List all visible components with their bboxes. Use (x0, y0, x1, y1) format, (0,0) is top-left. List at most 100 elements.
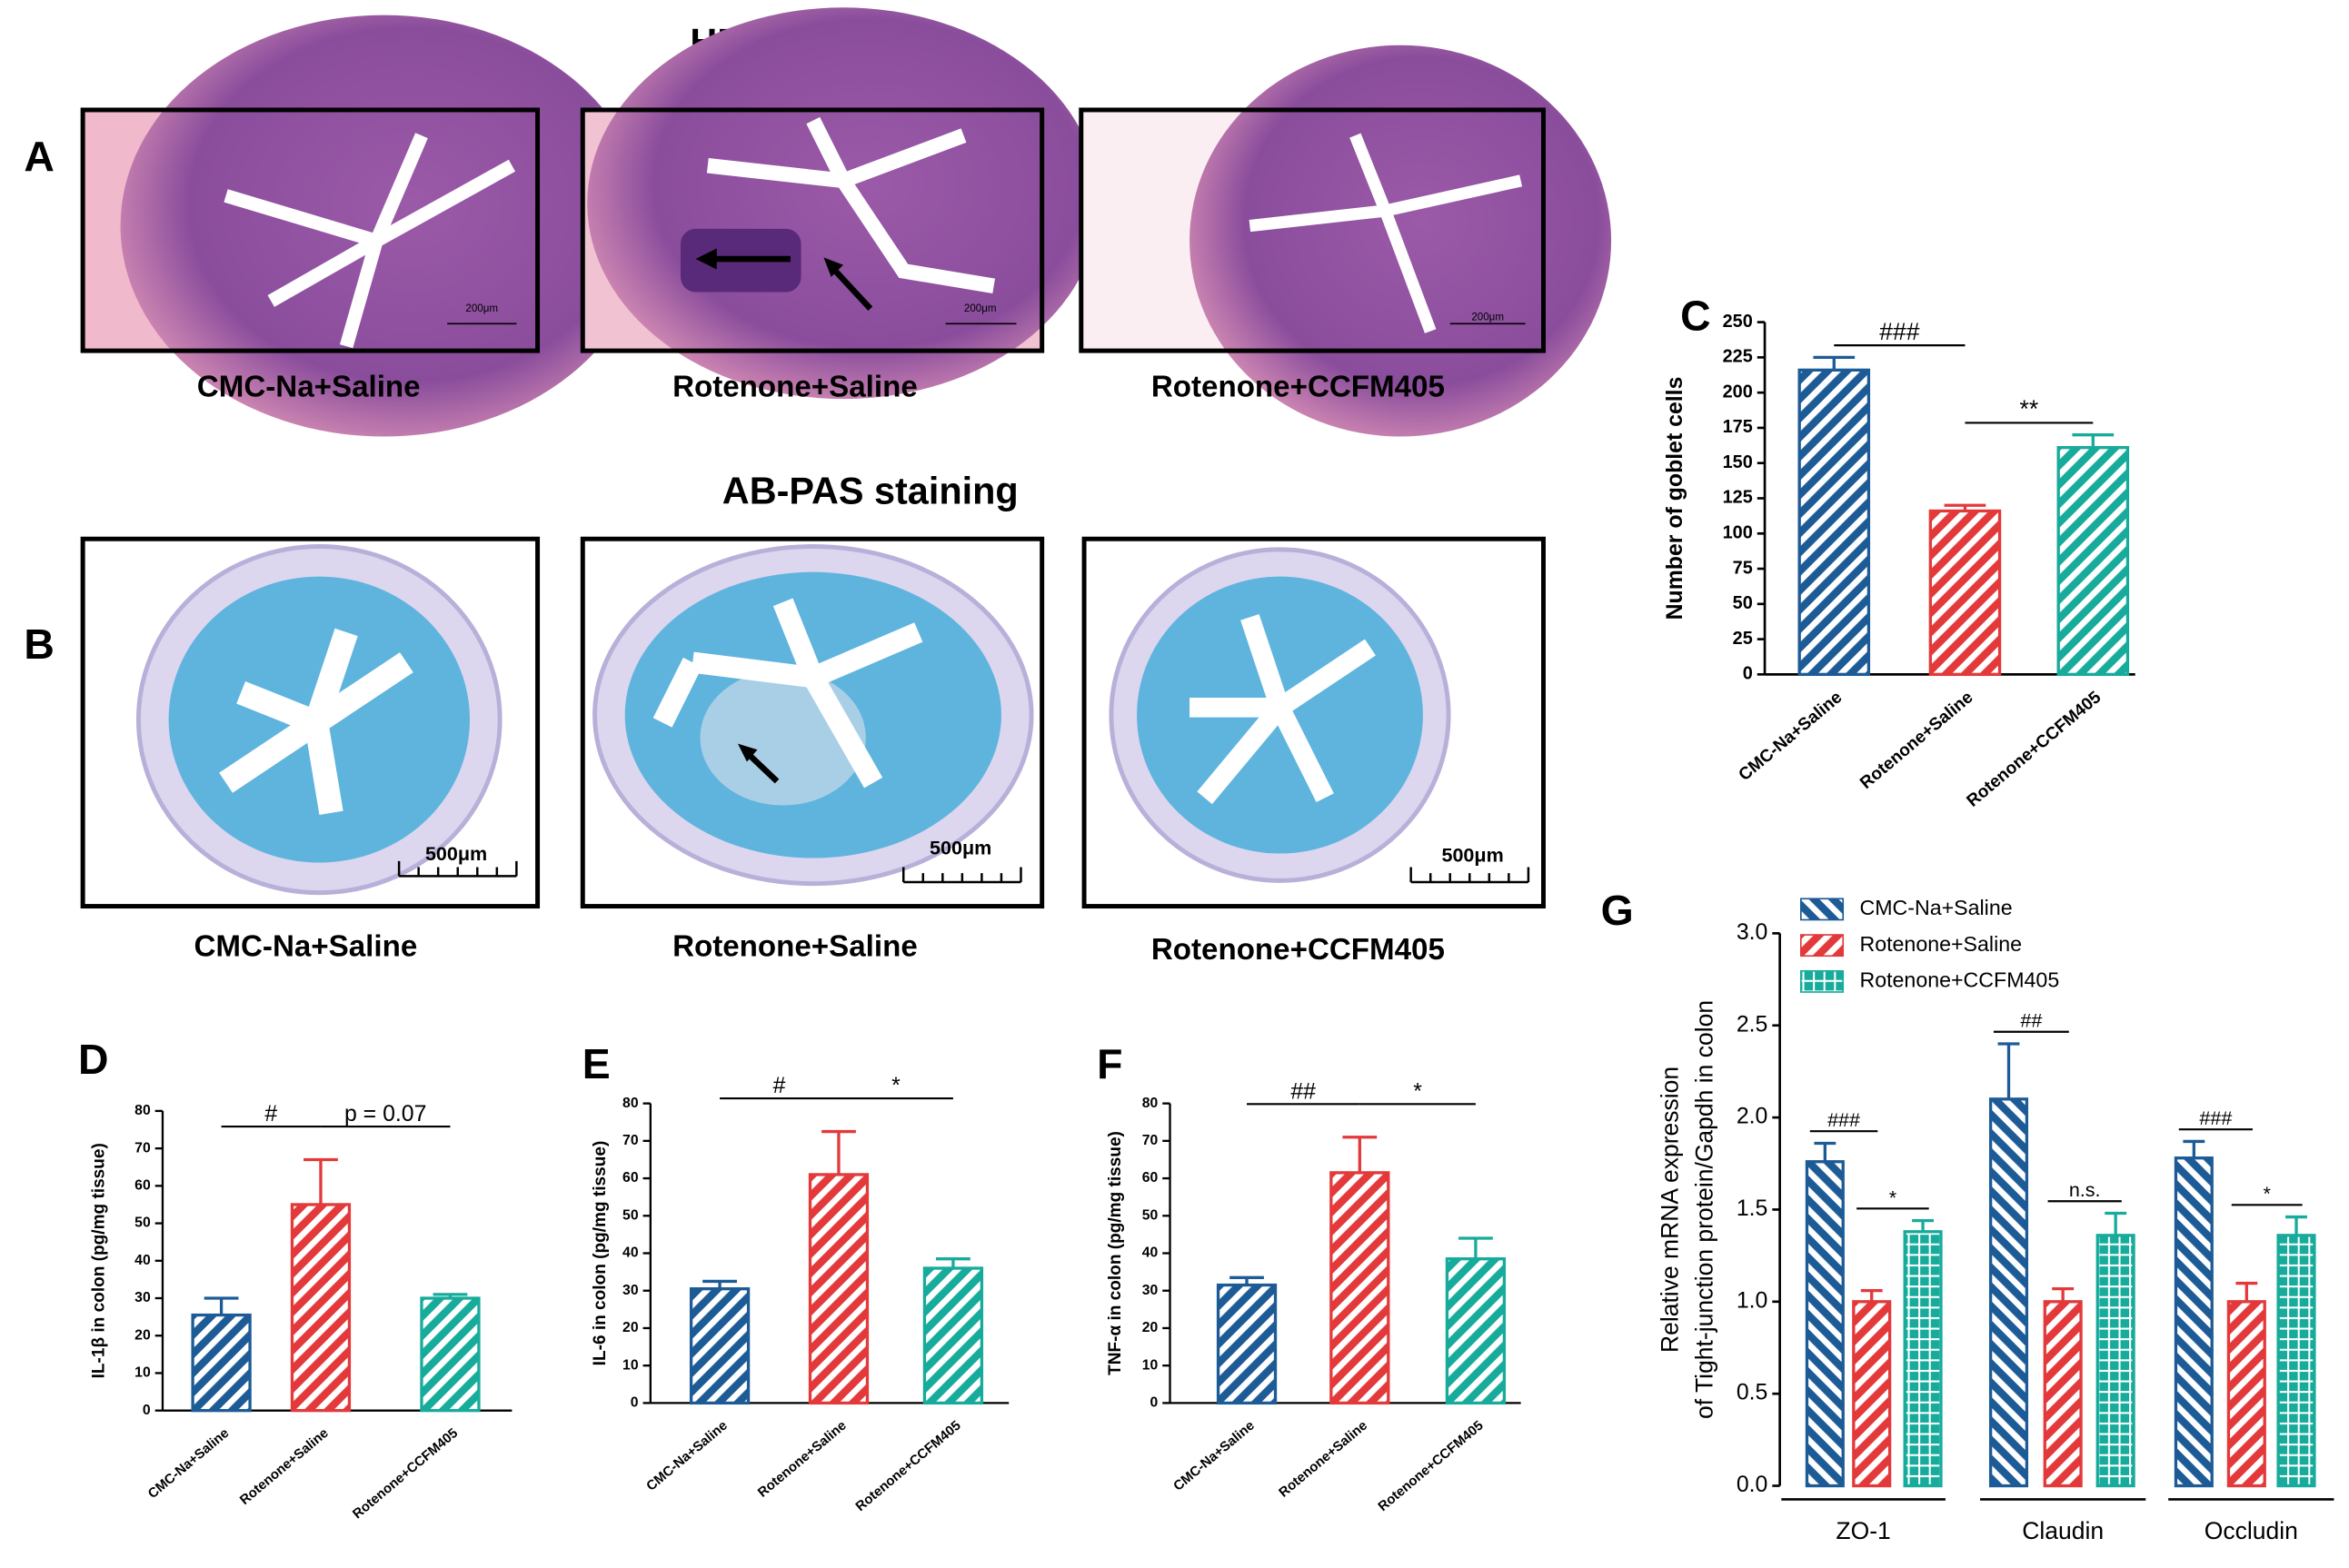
panel-label: C (1680, 293, 1711, 340)
significance-label: n.s. (2069, 1179, 2101, 1201)
y-tick-label: 100 (1723, 523, 1753, 543)
y-tick-label: 20 (622, 1320, 639, 1335)
significance-label: * (891, 1074, 901, 1098)
scale-label: 200μm (1471, 313, 1504, 323)
x-tick-label: Rotenone+Saline (1277, 1418, 1370, 1500)
he-image (580, 7, 1100, 400)
abpas-image (80, 536, 541, 909)
bar (808, 1173, 870, 1405)
y-tick-label: 75 (1733, 558, 1753, 578)
bar (922, 1266, 984, 1405)
x-tick-label: CMC-Na+Saline (145, 1426, 232, 1502)
y-tick-label: 50 (1142, 1207, 1159, 1223)
bar (2276, 1234, 2316, 1488)
panel-label: F (1097, 1040, 1122, 1087)
caption: Rotenone+Saline (672, 930, 918, 964)
y-tick-label: 10 (1142, 1357, 1159, 1373)
y-tick-label: 20 (134, 1327, 151, 1343)
scale-label: 500μm (1441, 845, 1503, 867)
y-tick-label: 40 (622, 1245, 639, 1261)
bar (191, 1313, 252, 1413)
y-tick-label: 40 (134, 1253, 151, 1268)
y-tick-label: 0.5 (1737, 1381, 1768, 1405)
significance-label: ## (1290, 1079, 1316, 1104)
x-tick-label: Rotenone+CCFM405 (853, 1418, 964, 1514)
caption: Rotenone+CCFM405 (1151, 933, 1445, 967)
scale-label: 500μm (930, 837, 991, 858)
significance-label: ** (2020, 395, 2039, 422)
scale-label: 200μm (964, 303, 997, 314)
he-image (1079, 45, 1612, 437)
y-tick-label: 0 (1743, 664, 1753, 684)
bar (2095, 1234, 2135, 1488)
caption: Rotenone+CCFM405 (1151, 370, 1445, 403)
caption: CMC-Na+Saline (197, 370, 421, 403)
y-tick-label: 0 (1150, 1395, 1159, 1411)
y-tick-label: 60 (1142, 1170, 1159, 1186)
y-tick-label: 2.0 (1737, 1105, 1768, 1129)
x-tick-label: Rotenone+CCFM405 (1376, 1418, 1487, 1514)
y-tick-label: 175 (1723, 417, 1753, 437)
bar (1903, 1230, 1943, 1488)
y-tick-label: 125 (1723, 488, 1753, 508)
x-tick-label: ZO-1 (1836, 1517, 1890, 1544)
bar (290, 1203, 352, 1413)
bar (2174, 1156, 2214, 1488)
y-tick-label: 0 (143, 1403, 151, 1418)
panel-label: E (582, 1040, 611, 1087)
legend-swatch (1800, 969, 1845, 993)
y-axis-label: Number of goblet cells (1663, 377, 1687, 620)
bar (2056, 445, 2130, 677)
y-tick-label: 30 (622, 1283, 639, 1298)
caption: Rotenone+Saline (672, 370, 918, 403)
y-tick-label: 20 (1142, 1320, 1159, 1335)
y-tick-label: 1.5 (1737, 1196, 1768, 1221)
legend-swatch (1800, 934, 1845, 958)
panel-label: D (78, 1036, 109, 1083)
y-tick-label: 30 (134, 1290, 151, 1305)
x-tick-label: CMC-Na+Saline (644, 1418, 731, 1494)
significance-label: # (773, 1074, 786, 1098)
x-tick-label: Occludin (2205, 1517, 2298, 1544)
y-axis-label: TNF-α in colon (pg/mg tissue) (1106, 1131, 1125, 1375)
y-axis-label: of Tight-junction protein/Gapdh in colon (1690, 1000, 1717, 1419)
abpas-image (580, 536, 1045, 909)
panel-label: B (24, 620, 54, 668)
y-tick-label: 70 (134, 1140, 151, 1156)
x-tick-label: Rotenone+CCFM405 (1964, 688, 2105, 811)
y-tick-label: 40 (1142, 1245, 1159, 1261)
bar (420, 1296, 481, 1413)
significance-label: * (1413, 1079, 1422, 1104)
x-tick-label: Claudin (2022, 1517, 2104, 1544)
y-tick-label: 0.0 (1737, 1473, 1768, 1497)
y-axis-label: IL-1β in colon (pg/mg tissue) (89, 1143, 108, 1378)
y-tick-label: 200 (1723, 382, 1753, 402)
bar (1445, 1257, 1507, 1405)
y-tick-label: 1.0 (1737, 1288, 1768, 1313)
abpas-image (1081, 536, 1546, 909)
panel-label: G (1601, 887, 1634, 934)
significance-label: ## (2020, 1010, 2042, 1032)
scale-label: 500μm (425, 843, 487, 865)
x-tick-label: CMC-Na+Saline (1736, 688, 1846, 785)
y-tick-label: 225 (1723, 347, 1753, 367)
y-tick-label: 70 (622, 1133, 639, 1148)
y-tick-label: 60 (134, 1178, 151, 1194)
y-tick-label: 30 (1142, 1283, 1159, 1298)
x-tick-label: Rotenone+Saline (755, 1418, 849, 1500)
y-axis-label: Relative mRNA expression (1656, 1067, 1683, 1353)
legend-label: Rotenone+Saline (1859, 932, 2022, 956)
panel-label: A (24, 133, 54, 180)
y-tick-label: 80 (134, 1103, 151, 1118)
heading: AB-PAS staining (722, 470, 1019, 511)
bar (1852, 1300, 1892, 1488)
y-tick-label: 70 (1142, 1133, 1159, 1148)
caption: CMC-Na+Saline (194, 930, 418, 964)
bar (1216, 1283, 1278, 1405)
y-tick-label: 50 (134, 1216, 151, 1231)
x-tick-label: Rotenone+CCFM405 (351, 1426, 462, 1523)
y-tick-label: 80 (622, 1096, 639, 1111)
y-axis-label: IL-6 in colon (pg/mg tissue) (591, 1141, 610, 1366)
legend-swatch (1800, 898, 1845, 921)
